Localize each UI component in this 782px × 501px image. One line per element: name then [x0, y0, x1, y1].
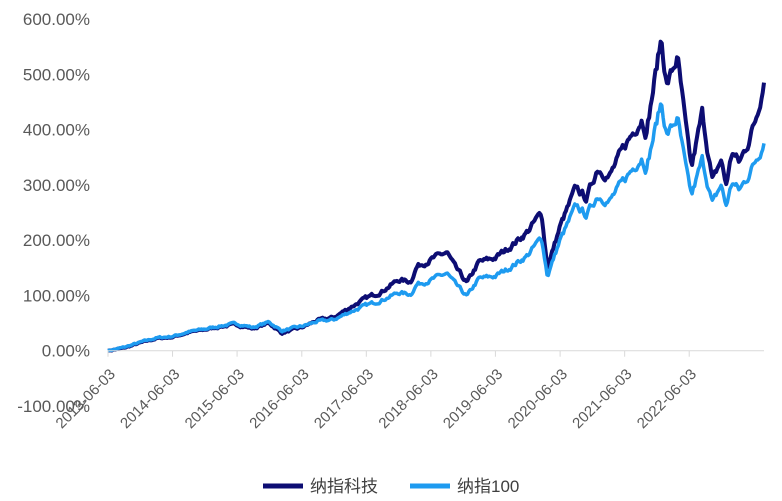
x-tick-label: 2021-06-03	[569, 366, 635, 432]
y-tick-label: 400.00%	[23, 121, 90, 140]
y-tick-label: 500.00%	[23, 65, 90, 84]
x-tick-label: 2017-06-03	[311, 366, 377, 432]
y-axis-tick-labels: -100.00% 0.00% 100.00% 200.00% 300.00% 400.00…	[17, 10, 90, 416]
series-line-2	[107, 102, 766, 353]
legend: 纳指科技 纳指100	[263, 477, 519, 496]
legend-label: 纳指科技	[310, 477, 378, 496]
y-tick-label: 600.00%	[23, 10, 90, 29]
legend-label: 纳指100	[457, 477, 519, 496]
series-line-1	[107, 39, 766, 353]
x-tick-label: 2019-06-03	[440, 366, 506, 432]
x-tick-label: 2016-06-03	[246, 366, 312, 432]
x-tick-label: 2014-06-03	[117, 366, 183, 432]
x-tick-label: 2022-06-03	[634, 366, 700, 432]
x-axis-tick-labels: 2013-06-032014-06-032015-06-032016-06-03…	[53, 366, 700, 432]
series-layer	[107, 39, 766, 353]
x-tick-label: 2015-06-03	[182, 366, 248, 432]
y-tick-label: -100.00%	[17, 397, 90, 416]
x-tick-label: 2018-06-03	[375, 366, 441, 432]
x-tick-label: 2020-06-03	[505, 366, 571, 432]
y-tick-label: 300.00%	[23, 176, 90, 195]
x-axis-tick-marks	[107, 350, 690, 357]
y-tick-label: 0.00%	[42, 342, 90, 361]
y-tick-label: 200.00%	[23, 231, 90, 250]
y-tick-label: 100.00%	[23, 286, 90, 305]
